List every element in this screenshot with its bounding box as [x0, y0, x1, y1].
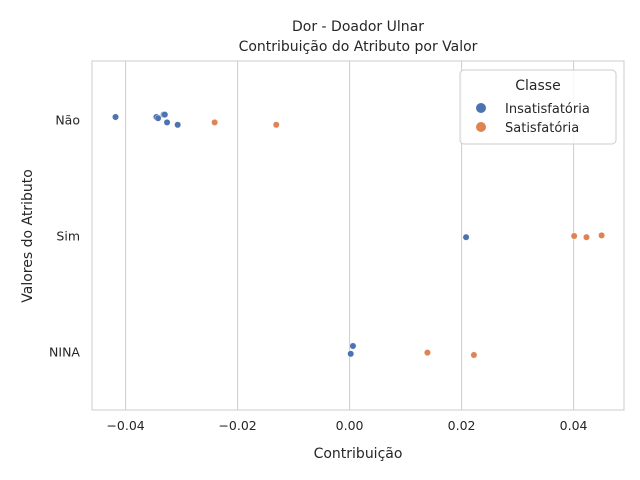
y-tick-label: Sim — [56, 229, 80, 244]
x-tick-label: 0.04 — [560, 418, 588, 433]
data-point — [272, 121, 280, 129]
legend-marker — [476, 103, 486, 113]
data-points — [112, 111, 605, 359]
data-point — [424, 349, 431, 356]
x-tick-label: 0.00 — [336, 418, 364, 433]
data-point — [349, 342, 357, 350]
legend-marker — [476, 122, 486, 132]
data-point — [347, 350, 355, 358]
x-tick-labels: −0.04 −0.02 0.00 0.02 0.04 — [106, 418, 587, 433]
data-point — [462, 233, 470, 241]
data-point — [161, 111, 169, 119]
legend: Classe Insatisfatória Satisfatória — [459, 69, 617, 145]
chart-title: Dor - Doador Ulnar — [292, 19, 424, 35]
x-axis-label: Contribuição — [314, 446, 403, 462]
data-point — [174, 121, 182, 129]
data-point — [163, 119, 171, 126]
data-point — [112, 113, 119, 121]
legend-label: Insatisfatória — [505, 102, 590, 117]
data-point — [211, 119, 219, 126]
x-tick-label: 0.02 — [448, 418, 476, 433]
y-tick-label: Não — [55, 113, 80, 128]
data-point — [470, 351, 478, 359]
y-tick-label: NINA — [49, 345, 80, 360]
x-tick-label: −0.02 — [218, 418, 256, 433]
plot-frame — [91, 60, 625, 411]
data-point — [154, 114, 162, 122]
legend-label: Satisfatória — [505, 121, 579, 136]
chart-subtitle: Contribuição do Atributo por Valor — [239, 39, 478, 55]
data-point — [570, 232, 578, 240]
data-point — [583, 233, 590, 241]
legend-box — [459, 69, 617, 145]
y-tick-labels: Não Sim NINA — [49, 113, 80, 360]
x-tick-label: −0.04 — [106, 418, 144, 433]
data-point — [598, 231, 605, 239]
y-axis-label: Valores do Atributo — [20, 169, 36, 303]
legend-title: Classe — [515, 78, 560, 94]
